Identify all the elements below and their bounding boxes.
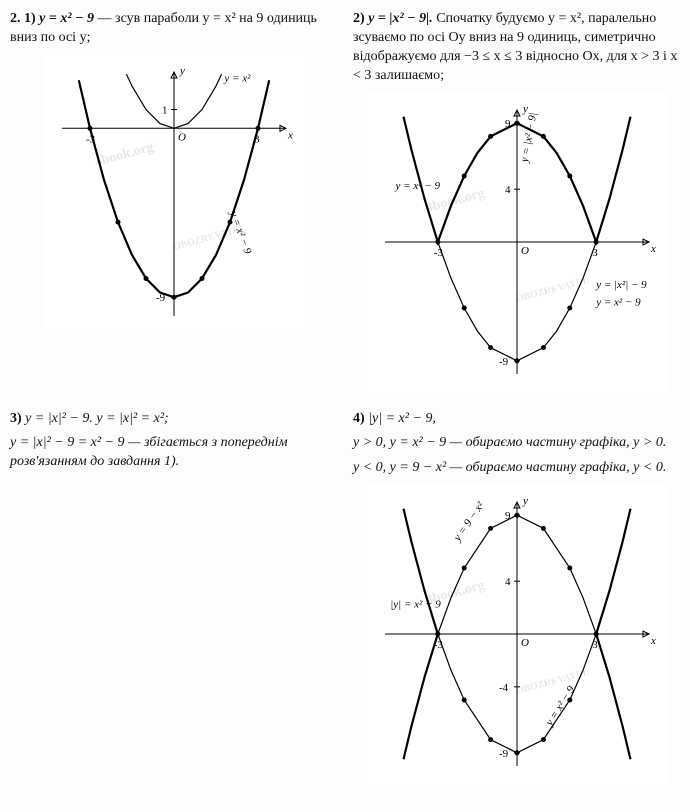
task-1-text: 2. 1) y = x² − 9 — зсув параболи y = x² … [10,10,337,48]
svg-text:O: O [521,245,529,257]
task-3-num: 3) [10,411,22,426]
row-2: 3) y = |x|² − 9. y = |x|² = x²; y = |x|²… [10,410,680,803]
task-3-l1: y = |x|² − 9. y = |x|² = x²; [25,411,169,426]
svg-text:y = x² − 9: y = x² − 9 [394,180,440,192]
svg-text:OBOZREVATEL: OBOZREVATEL [514,667,590,697]
svg-text:4: 4 [505,576,511,588]
svg-text:1: 1 [162,104,168,116]
svg-text:y = |x²| − 9: y = |x²| − 9 [595,279,647,291]
task-2: 2) y = |x² − 9|. Спочатку будуємо y = x²… [353,10,680,392]
svg-text:O: O [178,131,186,143]
task-3-line1: 3) y = |x|² − 9. y = |x|² = x²; [10,410,337,429]
task-4-l1: |y| = x² − 9, [368,411,436,426]
task-1-num: 1) [24,11,36,26]
chart-4: 4book.orgOBOZREVATELxyO-33-9-449|y| = x²… [367,484,667,784]
svg-text:O: O [521,637,529,649]
svg-text:x: x [650,243,656,255]
svg-text:y = x² − 9: y = x² − 9 [543,684,578,729]
task-3-l2: y = |x|² − 9 = x² − 9 — збігається з поп… [10,434,337,472]
svg-text:OBOZREVATEL: OBOZREVATEL [514,274,590,304]
svg-text:y = |x² − 9|: y = |x² − 9| [518,111,539,164]
task-1-formula: y = x² − 9 [39,11,94,26]
chart-1: 4book.orgOBOZREVATELxyO-33-91y = x²y = x… [44,54,304,334]
svg-text:y = x²: y = x² [223,72,251,84]
svg-text:y = x² − 9: y = x² − 9 [595,296,641,308]
svg-text:x: x [650,635,656,647]
task-3: 3) y = |x|² − 9. y = |x|² = x²; y = |x|²… [10,410,337,479]
task-1: 2. 1) y = x² − 9 — зсув параболи y = x² … [10,10,337,334]
svg-text:-9: -9 [499,355,509,367]
task-4-num: 4) [353,411,365,426]
problem-number: 2. [10,11,21,26]
task-2-formula: y = |x² − 9|. [368,11,433,26]
task-4-l2: y > 0, y = x² − 9 — обираємо частину гра… [353,434,680,453]
svg-text:y: y [522,495,528,507]
svg-text:-4: -4 [499,682,509,694]
svg-text:4: 4 [505,184,511,196]
row-1: 2. 1) y = x² − 9 — зсув параболи y = x² … [10,10,680,410]
task-4-line1: 4) |y| = x² − 9, [353,410,680,429]
svg-text:-9: -9 [499,748,509,760]
svg-text:y: y [179,65,185,77]
task-2-text: 2) y = |x² − 9|. Спочатку будуємо y = x²… [353,10,680,86]
task-4: 4) |y| = x² − 9, y > 0, y = x² − 9 — оби… [353,410,680,785]
svg-text:4book.org: 4book.org [93,140,155,170]
svg-text:y = 9 − x²: y = 9 − x² [450,500,486,545]
task-4-l3: y < 0, y = 9 − x² — обираємо частину гра… [353,459,680,478]
chart-2: 4book.orgOBOZREVATELxyO-33-949y = x² − 9… [367,92,667,392]
task-2-num: 2) [353,11,365,26]
svg-text:|y| = x² − 9: |y| = x² − 9 [390,599,441,611]
svg-text:x: x [287,129,293,141]
